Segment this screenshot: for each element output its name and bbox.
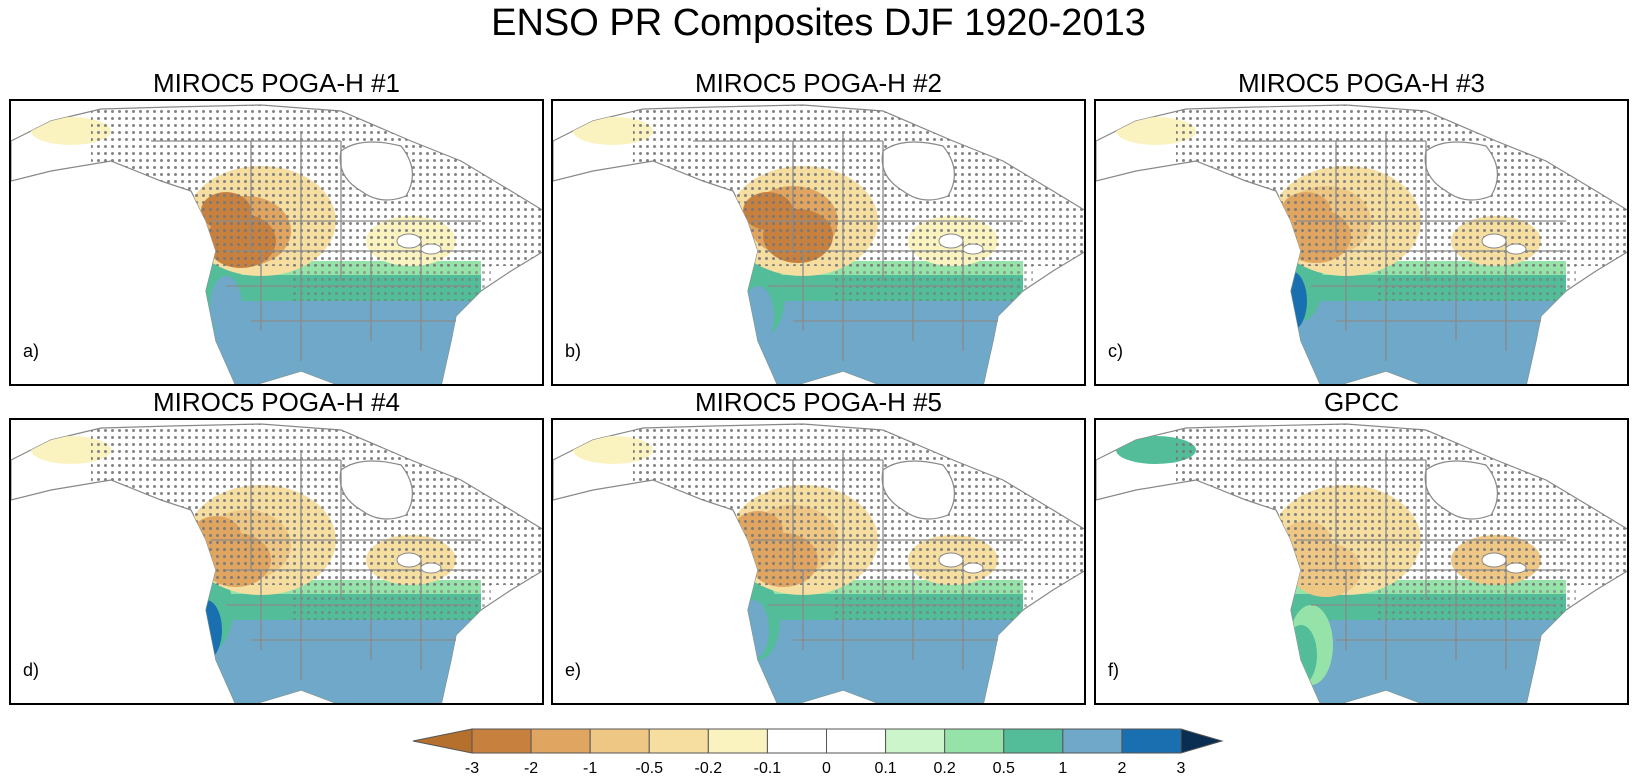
colorbar-tick-label: 0.2 — [934, 760, 956, 777]
great-lake — [1505, 562, 1527, 574]
map-panel-a: a) — [9, 99, 544, 386]
map-d — [11, 423, 542, 703]
great-lake — [420, 562, 442, 574]
precip-field — [573, 105, 1084, 384]
colorbar-box — [589, 728, 650, 754]
colorbar-box — [885, 728, 946, 754]
great-lake — [396, 233, 422, 249]
stipple-mid — [1376, 261, 1576, 301]
colorbar-box — [707, 728, 768, 754]
stipple-mid — [1376, 580, 1576, 620]
colorbar-tick-label: -0.5 — [635, 760, 663, 777]
figure-title: ENSO PR Composites DJF 1920-2013 — [491, 2, 1146, 44]
hudson-bay — [339, 460, 413, 520]
great-lake — [962, 562, 984, 574]
colorbar-extend-low — [412, 728, 473, 754]
colorbar-tick-label: -3 — [465, 760, 479, 777]
colorbar-tick-label: -2 — [524, 760, 538, 777]
panel-label-d: d) — [23, 660, 40, 680]
colorbar-tick-label: -0.1 — [754, 760, 782, 777]
panel-title-e: MIROC5 POGA-H #5 — [694, 387, 943, 417]
panel-label-f: f) — [1108, 660, 1119, 680]
hudson-bay — [339, 141, 413, 201]
precip-band-gulf — [743, 620, 1023, 703]
precip-band-gulf — [201, 620, 481, 703]
great-lake — [420, 243, 442, 255]
panel-label-b: b) — [565, 341, 582, 361]
colorbar-extend-high — [1180, 728, 1224, 754]
stipple-mid — [291, 580, 491, 620]
precip-coast-core — [210, 276, 242, 336]
great-lake — [396, 552, 422, 568]
stipple-mid — [291, 261, 491, 301]
colorbar-box — [766, 728, 828, 754]
hudson-bay — [881, 460, 955, 520]
stipple-mid — [833, 580, 1033, 620]
panel-label-c: c) — [1108, 341, 1123, 361]
panel-title-b: MIROC5 POGA-H #2 — [694, 68, 943, 98]
precip-band-gulf — [1286, 620, 1566, 703]
colorbar-box — [1121, 728, 1182, 754]
great-lake — [1481, 552, 1507, 568]
great-lake — [962, 243, 984, 255]
colorbar-tick-label: 0.1 — [874, 760, 896, 777]
map-panel-b: b) — [551, 99, 1086, 386]
panel-title-d: MIROC5 POGA-H #4 — [152, 387, 401, 417]
map-panel-e: e) — [551, 418, 1086, 705]
colorbar-tick-label: 0 — [822, 760, 831, 777]
precip-band-gulf — [743, 301, 1023, 384]
colorbar-tick-label: -1 — [583, 760, 597, 777]
precip-band-gulf — [1286, 301, 1566, 384]
colorbar-box — [944, 728, 1005, 754]
colorbar-box — [530, 728, 591, 754]
panel-title-a: MIROC5 POGA-H #1 — [152, 68, 401, 98]
great-lake — [1481, 233, 1507, 249]
colorbar-tick-label: 1 — [1058, 760, 1067, 777]
map-a — [11, 104, 542, 384]
panel-title-c: MIROC5 POGA-H #3 — [1237, 68, 1486, 98]
great-lake — [938, 233, 964, 249]
colorbar-box — [471, 728, 532, 754]
stipple-mid — [833, 261, 1033, 301]
map-panel-f: f) — [1094, 418, 1629, 705]
map-b — [553, 104, 1084, 384]
hudson-bay — [881, 141, 955, 201]
hudson-bay — [1424, 460, 1498, 520]
panel-title-f: GPCC — [1323, 387, 1400, 417]
colorbar-box — [1003, 728, 1064, 754]
colorbar-box — [826, 728, 887, 754]
colorbar-tick-label: -0.2 — [695, 760, 723, 777]
precip-band-gulf — [201, 301, 481, 384]
map-f — [1096, 423, 1627, 703]
great-lake — [1505, 243, 1527, 255]
map-panel-c: c) — [1094, 99, 1629, 386]
map-c — [1096, 104, 1627, 384]
colorbar-box — [648, 728, 709, 754]
map-e — [553, 423, 1084, 703]
great-lake — [938, 552, 964, 568]
colorbar-box — [1062, 728, 1123, 754]
hudson-bay — [1424, 141, 1498, 201]
colorbar-tick-label: 3 — [1177, 760, 1186, 777]
colorbar-tick-label: 0.5 — [993, 760, 1015, 777]
panel-label-e: e) — [565, 660, 582, 680]
colorbar-tick-label: 2 — [1117, 760, 1126, 777]
map-panel-d: d) — [9, 418, 544, 705]
panel-label-a: a) — [23, 341, 40, 361]
